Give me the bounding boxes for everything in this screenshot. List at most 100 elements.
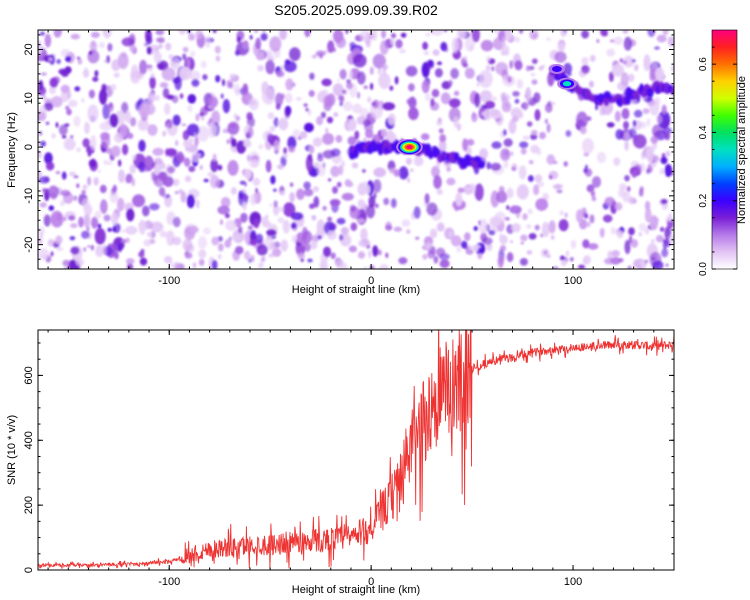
texture-blob: [579, 126, 587, 135]
texture-blob: [486, 55, 491, 63]
texture-blob: [172, 216, 181, 228]
texture-blob: [613, 157, 621, 166]
peak-3: [548, 64, 566, 74]
texture-blob: [356, 140, 361, 144]
texture-blob: [382, 102, 396, 111]
texture-blob: [626, 186, 631, 192]
texture-blob: [556, 189, 563, 194]
texture-blob: [109, 113, 119, 128]
texture-blob: [81, 198, 91, 210]
texture-blob: [197, 236, 208, 249]
colorbar-tick-label: 0.6: [698, 57, 709, 71]
texture-blob: [174, 190, 179, 195]
texture-blob: [661, 104, 667, 115]
texture-blob: [186, 194, 195, 209]
texture-blob: [309, 203, 315, 209]
texture-blob: [456, 246, 462, 253]
texture-blob: [68, 215, 76, 221]
texture-blob: [111, 244, 119, 258]
texture-blob: [82, 69, 90, 78]
texture-blob: [631, 170, 637, 178]
texture-blob: [228, 81, 234, 89]
texture-blob: [51, 133, 56, 139]
texture-blob: [107, 43, 113, 52]
texture-blob: [351, 162, 359, 169]
texture-blob: [455, 192, 463, 207]
snr-axes: -100 0 100 0 200 400 600: [23, 330, 675, 588]
texture-blob: [611, 63, 625, 77]
texture-blob: [265, 59, 275, 75]
texture-blob: [551, 235, 555, 240]
texture-blob: [50, 96, 63, 108]
texture-blob: [457, 187, 465, 193]
texture-blob: [40, 140, 47, 147]
texture-blob: [81, 190, 86, 194]
texture-blob: [220, 219, 223, 225]
ridge-dot: [646, 87, 654, 98]
texture-blob: [239, 180, 246, 185]
texture-blob: [488, 229, 496, 236]
texture-blob: [246, 112, 253, 121]
texture-blob: [200, 60, 207, 69]
texture-blob: [244, 182, 247, 187]
x-tick-label: 100: [564, 275, 582, 287]
texture-blob: [613, 36, 623, 45]
texture-blob: [349, 70, 353, 80]
colorbar-tick-label: 0.0: [698, 262, 709, 276]
texture-blob: [638, 264, 642, 269]
texture-blob: [279, 30, 287, 40]
texture-blob: [405, 157, 412, 165]
texture-blob: [95, 245, 104, 257]
texture-blob: [502, 129, 507, 136]
texture-blob: [188, 225, 199, 234]
texture-blob: [285, 78, 294, 91]
texture-blob: [280, 239, 288, 252]
y-tick-label: -10: [23, 188, 35, 204]
texture-blob: [480, 39, 494, 52]
texture-blob: [157, 37, 165, 44]
texture-blob: [131, 178, 136, 187]
texture-blob: [194, 136, 199, 147]
texture-blob: [214, 45, 221, 54]
texture-blob: [172, 114, 181, 126]
texture-blob: [322, 133, 335, 145]
texture-blob: [503, 149, 510, 157]
ridge-dot: [603, 91, 611, 99]
texture-blob: [526, 121, 533, 127]
x-tick-label: 0: [368, 275, 374, 287]
texture-blob: [240, 212, 248, 223]
texture-blob: [371, 101, 377, 107]
texture-blob: [125, 237, 130, 243]
peak-contour: [552, 66, 562, 72]
texture-blob: [367, 96, 372, 103]
texture-blob: [469, 183, 476, 194]
texture-blob: [309, 72, 315, 81]
ridge-dot: [632, 91, 639, 99]
texture-blob: [432, 49, 440, 56]
texture-blob: [530, 130, 538, 135]
texture-blob: [448, 98, 461, 108]
texture-blob: [203, 178, 209, 183]
texture-blob: [255, 37, 262, 50]
texture-blob: [322, 205, 327, 211]
texture-blob: [198, 258, 205, 266]
texture-blob: [390, 37, 395, 45]
texture-blob: [638, 232, 643, 237]
texture-blob: [340, 226, 349, 235]
texture-blob: [508, 119, 517, 134]
texture-blob: [191, 79, 200, 87]
texture-blob: [215, 55, 221, 62]
texture-blob: [514, 98, 520, 104]
texture-blob: [167, 166, 176, 174]
texture-blob: [73, 115, 81, 127]
texture-blob: [97, 223, 102, 229]
texture-blob: [165, 148, 178, 157]
texture-blob: [247, 126, 254, 138]
texture-blob: [269, 203, 273, 207]
texture-blob: [127, 132, 134, 139]
texture-blob: [667, 36, 674, 47]
texture-blob: [482, 237, 493, 245]
texture-blob: [379, 40, 389, 55]
texture-blob: [104, 59, 107, 64]
